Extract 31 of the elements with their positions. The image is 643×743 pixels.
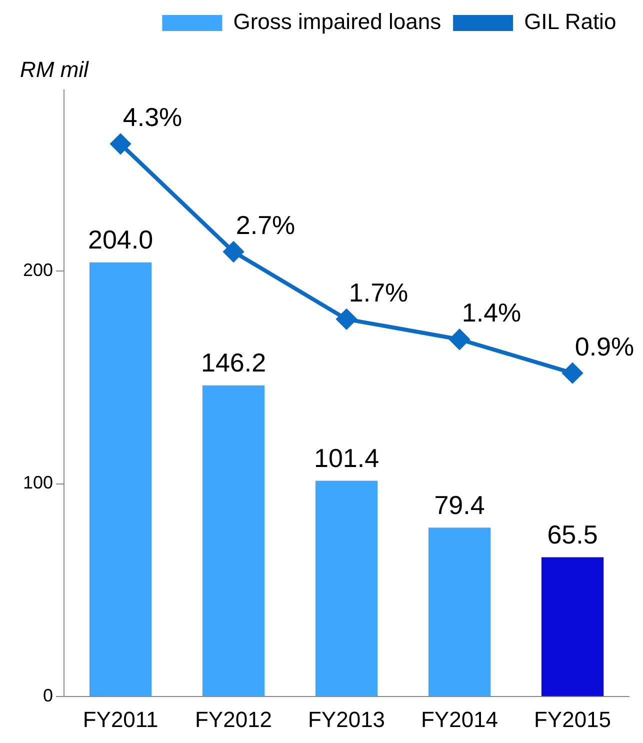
data-label: 0.9% [574, 331, 634, 362]
y-axis-title: RM mil [20, 57, 90, 82]
point [450, 329, 470, 350]
bar [428, 528, 491, 696]
x-tick-label: FY2011 [82, 706, 158, 732]
bar [541, 557, 604, 696]
y-tick-label: 200 [22, 260, 54, 280]
legend-label: GIL Ratio [524, 9, 616, 34]
bar [202, 385, 265, 696]
y-tick-label: 100 [22, 472, 54, 493]
data-label: 2.7% [236, 210, 296, 240]
x-tick-label: FY2012 [194, 706, 272, 732]
data-label: 204.0 [88, 224, 154, 255]
data-label: 101.4 [314, 442, 380, 473]
x-tick-label: FY2013 [308, 706, 386, 732]
data-label: 146.2 [200, 348, 266, 378]
point [224, 242, 244, 262]
data-label: 1.7% [348, 277, 408, 308]
bar [315, 480, 378, 696]
y-tick-label: 0 [43, 686, 54, 706]
x-tick-label: FY2015 [534, 706, 612, 732]
x-tick-label: FY2014 [420, 706, 498, 732]
legend-label: Gross impaired loans [233, 9, 442, 34]
point [110, 134, 131, 154]
data-label: 1.4% [462, 298, 522, 328]
data-label: 65.5 [547, 519, 598, 550]
data-label: 79.4 [434, 490, 485, 520]
data-label: 4.3% [122, 102, 182, 132]
point [336, 309, 357, 330]
bar [89, 262, 152, 696]
point [562, 363, 583, 384]
